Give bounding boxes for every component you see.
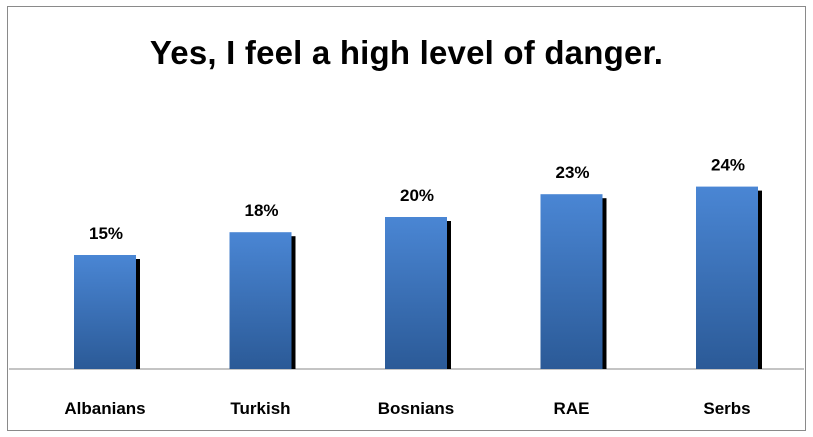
value-label-serbs: 24% [711,156,745,175]
labels-group: 15% Albanians 18% Turkish 20% Bosnians 23% RAE 2… [64,156,750,418]
category-label-serbs: Serbs [703,399,750,418]
bars-group [74,186,762,369]
chart-title: Yes, I feel a high level of danger. [149,34,664,71]
bar-rae [540,194,603,369]
value-label-albanians: 15% [89,224,123,243]
value-label-rae: 23% [555,163,589,182]
bar-albanians [74,255,136,369]
category-label-turkish: Turkish [230,399,290,418]
value-label-turkish: 18% [244,201,278,220]
bar-bosnians [385,217,447,369]
value-label-bosnians: 20% [400,186,434,205]
bar-turkish [229,232,292,369]
category-label-bosnians: Bosnians [378,399,455,418]
bar-serbs [696,186,758,369]
category-label-albanians: Albanians [64,399,145,418]
category-label-rae: RAE [554,399,590,418]
